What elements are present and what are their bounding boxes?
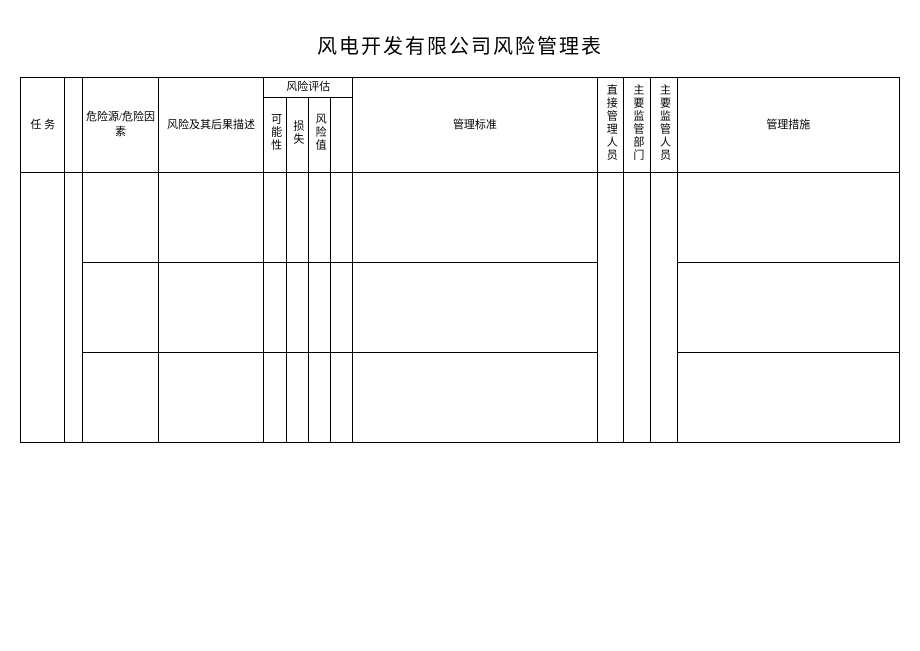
cell-eval-extra [330, 173, 352, 263]
cell-risk-desc [158, 173, 264, 263]
cell-main-person [650, 173, 677, 443]
header-riskvalue: 风险值 [308, 98, 330, 173]
cell-loss [286, 173, 308, 263]
header-task: 任 务 [21, 78, 65, 173]
header-eval-extra [330, 98, 352, 173]
cell-measures [677, 263, 899, 353]
cell-riskvalue [308, 173, 330, 263]
cell-standard [353, 353, 597, 443]
risk-management-table: 任 务 危险源/危险因素 风险及其后果描述 风险评估 管理标准 直接管理人员 主… [20, 77, 900, 443]
cell-main-dept [624, 173, 651, 443]
table-row [21, 353, 900, 443]
header-measures: 管理措施 [677, 78, 899, 173]
cell-risk-desc [158, 353, 264, 443]
cell-eval-extra [330, 353, 352, 443]
cell-direct-manager [597, 173, 624, 443]
cell-possibility [264, 353, 286, 443]
cell-hazard [83, 263, 159, 353]
table-row [21, 173, 900, 263]
table-body [21, 173, 900, 443]
header-possibility: 可能性 [264, 98, 286, 173]
cell-riskvalue [308, 353, 330, 443]
cell-hazard [83, 353, 159, 443]
page-title: 风电开发有限公司风险管理表 [20, 30, 900, 59]
cell-loss [286, 263, 308, 353]
cell-task [21, 173, 65, 443]
cell-spacer [65, 173, 83, 443]
cell-measures [677, 173, 899, 263]
table-row [21, 263, 900, 353]
cell-possibility [264, 173, 286, 263]
cell-possibility [264, 263, 286, 353]
header-main-person: 主要监管人员 [650, 78, 677, 173]
header-direct-manager: 直接管理人员 [597, 78, 624, 173]
cell-measures [677, 353, 899, 443]
header-spacer [65, 78, 83, 173]
header-hazard: 危险源/危险因素 [83, 78, 159, 173]
header-main-dept: 主要监管部门 [624, 78, 651, 173]
cell-standard [353, 173, 597, 263]
header-loss: 损失 [286, 98, 308, 173]
cell-hazard [83, 173, 159, 263]
cell-standard [353, 263, 597, 353]
header-risk-desc: 风险及其后果描述 [158, 78, 264, 173]
cell-loss [286, 353, 308, 443]
header-standard: 管理标准 [353, 78, 597, 173]
cell-risk-desc [158, 263, 264, 353]
header-risk-eval-group: 风险评估 [264, 78, 353, 98]
cell-riskvalue [308, 263, 330, 353]
cell-eval-extra [330, 263, 352, 353]
